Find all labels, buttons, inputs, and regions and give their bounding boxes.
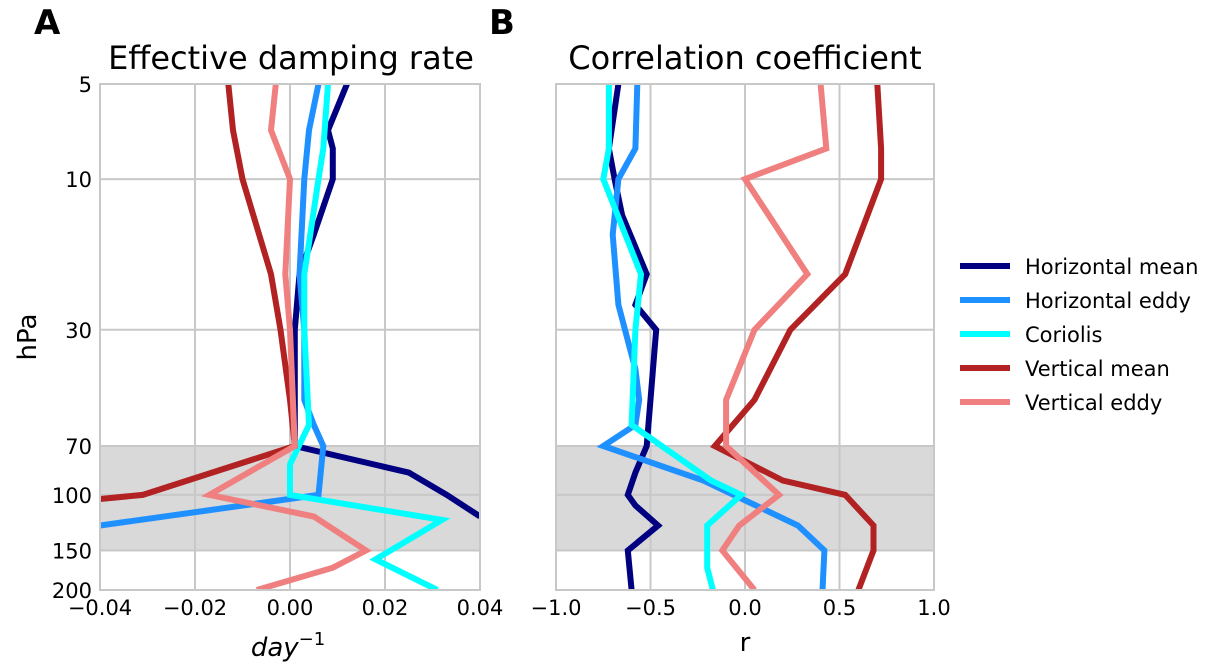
y-axis-label: hPa bbox=[13, 314, 43, 361]
y-tick-label: 30 bbox=[65, 319, 92, 343]
legend-label: Horizontal mean bbox=[1025, 255, 1198, 279]
legend-label: Vertical eddy bbox=[1025, 391, 1162, 415]
panel-a-x-axis-label: day−1 bbox=[251, 629, 325, 663]
panel-b-x-tick-label: −0.5 bbox=[625, 596, 676, 620]
panel-b-title: Correlation coefficient bbox=[568, 39, 921, 77]
panel-a-x-tick-label: −0.04 bbox=[68, 596, 132, 620]
panel-a-x-tick-label: 0.00 bbox=[267, 596, 314, 620]
panel-a-x-tick-label: 0.02 bbox=[362, 596, 409, 620]
panel-b: B Correlation coefficient r −1.0 −0.5 0.0 0… bbox=[489, 3, 951, 658]
panel-b-x-tick-label: 0.5 bbox=[823, 596, 856, 620]
legend: Horizontal mean Horizontal eddy Coriolis Ve… bbox=[960, 255, 1198, 415]
y-tick-label: 200 bbox=[52, 579, 92, 603]
panel-a-series-coriolis bbox=[287, 84, 451, 590]
panel-b-series-horizontal-eddy bbox=[596, 84, 828, 590]
panel-a-series-horizontal-mean bbox=[291, 84, 480, 520]
panel-a-x-tick-label: −0.02 bbox=[163, 596, 227, 620]
panel-a-plot-area: −0.04 −0.02 0.00 0.02 0.04 5 10 30 70 100 150 200 bbox=[52, 73, 503, 620]
panel-a-x-label-exponent: −1 bbox=[299, 629, 326, 650]
panel-b-letter: B bbox=[489, 3, 515, 43]
panel-b-x-tick-label: 0.0 bbox=[728, 596, 761, 620]
legend-label: Vertical mean bbox=[1025, 357, 1170, 381]
panel-b-series-vertical-eddy bbox=[718, 84, 830, 590]
panel-a-x-label-base: day bbox=[251, 633, 299, 663]
panel-a-series-vertical-mean bbox=[100, 84, 299, 502]
panel-a-title: Effective damping rate bbox=[108, 39, 474, 77]
y-tick-label: 5 bbox=[79, 73, 92, 97]
panel-b-x-tick-label: 1.0 bbox=[917, 596, 950, 620]
panel-b-x-tick-label: −1.0 bbox=[531, 596, 582, 620]
y-tick-label: 150 bbox=[52, 540, 92, 564]
panel-a-x-tick-label: 0.04 bbox=[457, 596, 504, 620]
panel-b-series-coriolis bbox=[600, 84, 747, 590]
y-tick-label: 70 bbox=[65, 435, 92, 459]
panel-a: A Effective damping rate hPa day−1 −0.04… bbox=[13, 3, 503, 663]
panel-a-series-vertical-eddy bbox=[200, 84, 372, 590]
legend-label: Horizontal eddy bbox=[1025, 289, 1191, 313]
y-tick-label: 100 bbox=[52, 484, 92, 508]
panel-b-plot-area: −1.0 −0.5 0.0 0.5 1.0 bbox=[531, 83, 951, 620]
panel-a-frame bbox=[99, 83, 481, 591]
panel-b-x-axis-label: r bbox=[740, 628, 751, 658]
y-tick-label: 10 bbox=[65, 168, 92, 192]
panel-a-letter: A bbox=[34, 3, 61, 43]
panel-b-frame bbox=[555, 83, 935, 591]
legend-label: Coriolis bbox=[1025, 323, 1102, 347]
panel-b-series-vertical-mean bbox=[710, 84, 885, 590]
